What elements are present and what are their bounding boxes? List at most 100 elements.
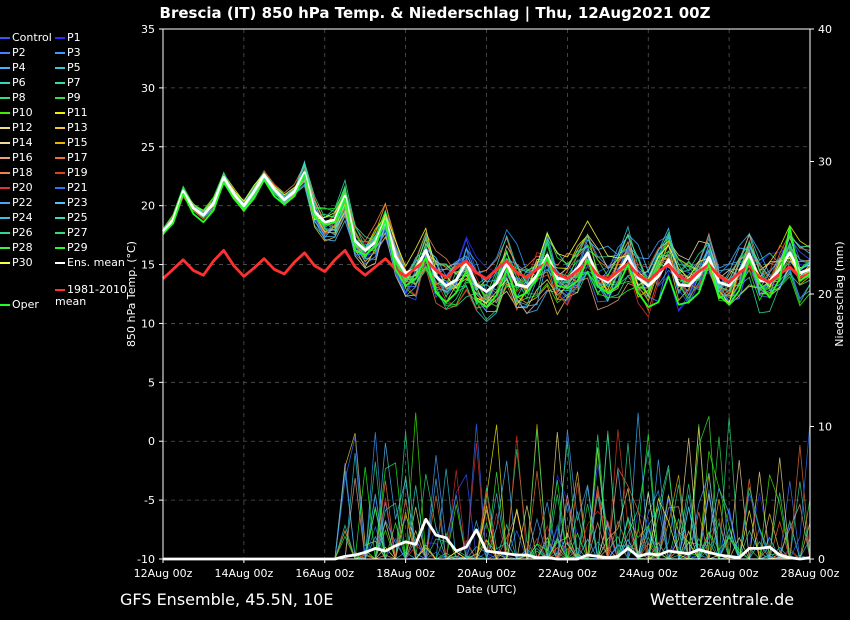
legend-label: Oper bbox=[12, 298, 39, 311]
legend-swatch bbox=[55, 262, 65, 264]
legend-swatch bbox=[55, 52, 65, 54]
legend-label: 1981-2010 mean bbox=[55, 283, 127, 308]
legend-item: P23 bbox=[55, 197, 88, 209]
legend-item: Oper bbox=[0, 299, 39, 311]
legend-swatch bbox=[0, 127, 10, 129]
legend-item: P13 bbox=[55, 122, 88, 134]
legend-item: P19 bbox=[55, 167, 88, 179]
x-tick-label: 22Aug 00z bbox=[538, 567, 597, 580]
legend-label: P25 bbox=[67, 211, 88, 224]
legend-label: P5 bbox=[67, 61, 81, 74]
y2-tick-label: 0 bbox=[818, 553, 825, 566]
series-line bbox=[162, 174, 811, 308]
legend-item: 1981-2010 mean bbox=[55, 284, 127, 308]
legend-label: P11 bbox=[67, 106, 88, 119]
source-credit: Wetterzentrale.de bbox=[650, 590, 795, 609]
legend-item: P7 bbox=[55, 77, 81, 89]
y2-tick-label: 10 bbox=[818, 421, 832, 434]
legend-swatch bbox=[55, 247, 65, 249]
legend-label: P14 bbox=[12, 136, 33, 149]
y-tick-label: 15 bbox=[141, 259, 155, 272]
legend-label: P3 bbox=[67, 46, 81, 59]
legend-swatch bbox=[55, 142, 65, 144]
axes: -10 -5 0 5 10 15 20 25 30 35 0 10 20 30 40 12Aug 00z 14A… bbox=[125, 23, 846, 596]
y-tick-label: 35 bbox=[141, 23, 155, 36]
legend-swatch bbox=[55, 112, 65, 114]
legend-label: P20 bbox=[12, 181, 33, 194]
legend-swatch bbox=[55, 82, 65, 84]
member-temp-line bbox=[162, 170, 811, 318]
legend-label: P21 bbox=[67, 181, 88, 194]
legend-item: P3 bbox=[55, 47, 81, 59]
x-tick-label: 20Aug 00z bbox=[457, 567, 516, 580]
legend-item: P6 bbox=[0, 77, 26, 89]
series-line bbox=[162, 248, 811, 284]
legend-item: P10 bbox=[0, 107, 33, 119]
legend-label: P4 bbox=[12, 61, 26, 74]
legend-swatch bbox=[55, 97, 65, 99]
legend-item: P14 bbox=[0, 137, 33, 149]
legend-swatch bbox=[0, 112, 10, 114]
legend-swatch bbox=[55, 217, 65, 219]
legend-swatch bbox=[0, 67, 10, 69]
legend-item: P4 bbox=[0, 62, 26, 74]
legend-item: P26 bbox=[0, 227, 33, 239]
legend-swatch bbox=[55, 67, 65, 69]
legend-label: P9 bbox=[67, 91, 81, 104]
legend-swatch bbox=[0, 217, 10, 219]
legend-label: P2 bbox=[12, 46, 26, 59]
legend-label: P26 bbox=[12, 226, 33, 239]
y2-axis-label: Niederschlag (mm) bbox=[833, 241, 846, 346]
legend-swatch bbox=[0, 82, 10, 84]
legend-label: P16 bbox=[12, 151, 33, 164]
legend-item: P15 bbox=[55, 137, 88, 149]
legend-item: P5 bbox=[55, 62, 81, 74]
legend-item: Ens. mean bbox=[55, 257, 125, 269]
y-tick-label: 5 bbox=[148, 376, 155, 389]
legend-item: P21 bbox=[55, 182, 88, 194]
y-tick-label: 30 bbox=[141, 82, 155, 95]
legend-item: P22 bbox=[0, 197, 33, 209]
legend-item: P17 bbox=[55, 152, 88, 164]
legend-swatch bbox=[55, 157, 65, 159]
legend-swatch bbox=[0, 262, 10, 264]
x-tick-label: 16Aug 00z bbox=[295, 567, 354, 580]
legend-swatch bbox=[0, 52, 10, 54]
legend-item: P18 bbox=[0, 167, 33, 179]
x-tick-label: 26Aug 00z bbox=[700, 567, 759, 580]
y2-tick-label: 30 bbox=[818, 156, 832, 169]
legend-swatch bbox=[55, 127, 65, 129]
legend-item: Control bbox=[0, 32, 52, 44]
legend-swatch bbox=[55, 37, 65, 39]
legend-label: P24 bbox=[12, 211, 33, 224]
legend-item: P9 bbox=[55, 92, 81, 104]
x-tick-label: 12Aug 00z bbox=[134, 567, 193, 580]
y-tick-label: 10 bbox=[141, 317, 155, 330]
legend-item: P30 bbox=[0, 257, 33, 269]
legend-swatch bbox=[55, 232, 65, 234]
legend-swatch bbox=[55, 202, 65, 204]
legend-swatch bbox=[0, 142, 10, 144]
legend-label: P12 bbox=[12, 121, 33, 134]
legend-label: P23 bbox=[67, 196, 88, 209]
legend-label: P27 bbox=[67, 226, 88, 239]
legend-swatch bbox=[55, 187, 65, 189]
legend-label: P22 bbox=[12, 196, 33, 209]
legend-swatch bbox=[0, 247, 10, 249]
legend-label: Ens. mean bbox=[67, 256, 125, 269]
legend-swatch bbox=[0, 202, 10, 204]
y-tick-label: 20 bbox=[141, 200, 155, 213]
legend-swatch bbox=[0, 157, 10, 159]
legend-label: P18 bbox=[12, 166, 33, 179]
legend-item: P2 bbox=[0, 47, 26, 59]
legend-label: P13 bbox=[67, 121, 88, 134]
legend-item: P20 bbox=[0, 182, 33, 194]
legend-label: P29 bbox=[67, 241, 88, 254]
x-axis-label: Date (UTC) bbox=[456, 583, 516, 596]
legend-item: P24 bbox=[0, 212, 33, 224]
chart-title: Brescia (IT) 850 hPa Temp. & Niederschla… bbox=[159, 4, 711, 22]
legend-item: P1 bbox=[55, 32, 81, 44]
legend-label: P28 bbox=[12, 241, 33, 254]
legend-item: P16 bbox=[0, 152, 33, 164]
